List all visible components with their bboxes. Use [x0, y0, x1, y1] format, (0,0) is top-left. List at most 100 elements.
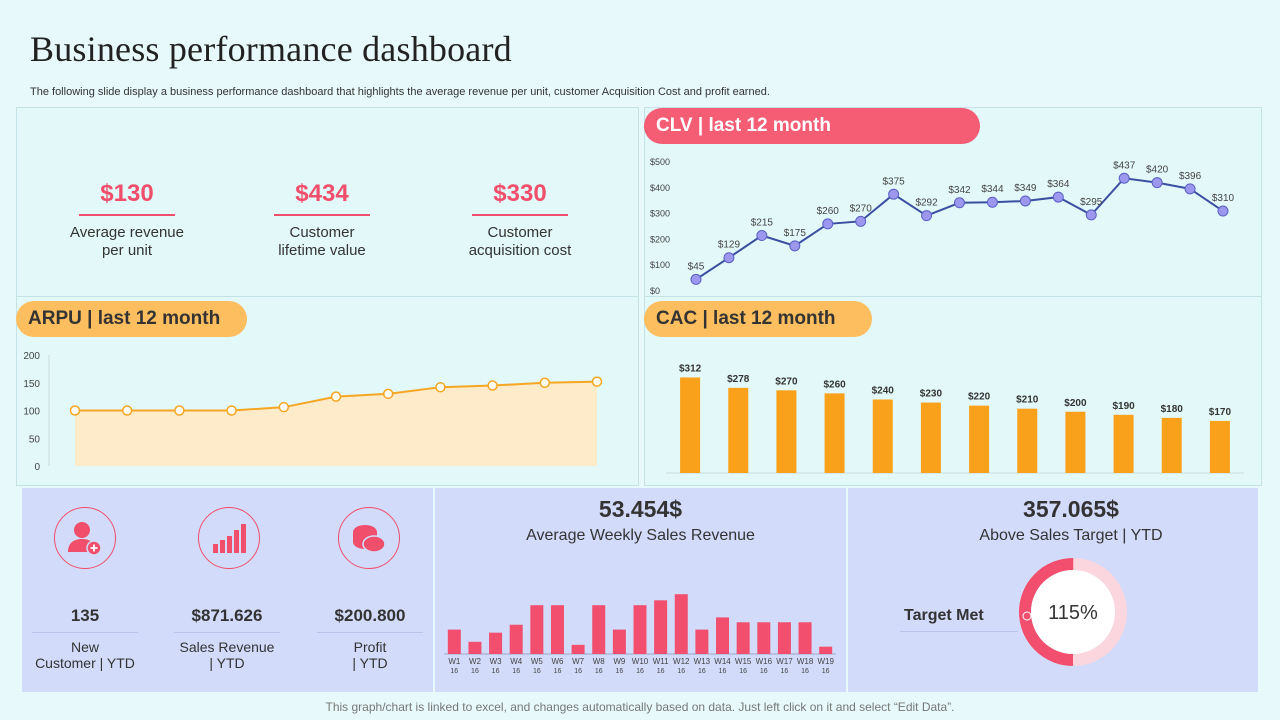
clv-y-tick: $500	[650, 157, 670, 167]
arpu-point	[278, 401, 290, 413]
weekly-x-tick-sub: 16	[471, 668, 479, 675]
kpi-value: $330	[493, 180, 547, 207]
kpi-label-line2: acquisition cost	[468, 242, 572, 259]
cac-bar	[824, 393, 845, 473]
weekly-x-tick: W8	[593, 657, 606, 666]
sales-target-value: 357.065$	[1023, 496, 1119, 522]
clv-data-label: $295	[1080, 197, 1103, 208]
arpu-point	[435, 381, 446, 393]
kpi-customer-lifetime-value: $434 Customer lifetime value	[247, 180, 397, 260]
weekly-x-tick: W6	[551, 657, 564, 666]
stat-divider	[32, 632, 138, 633]
weekly-bar	[447, 629, 461, 654]
clv-data-label: $344	[981, 184, 1004, 195]
weekly-x-tick-sub: 16	[554, 668, 562, 675]
sales-target-label: Above Sales Target | YTD	[979, 527, 1163, 544]
target-met-label: Target Met	[904, 607, 984, 624]
weekly-bar	[612, 629, 626, 654]
clv-data-label: $215	[751, 218, 774, 229]
weekly-x-tick-sub: 16	[574, 668, 582, 675]
weekly-bar	[468, 641, 482, 654]
cac-data-label: $278	[727, 374, 750, 385]
donut-marker	[1022, 611, 1032, 621]
clv-y-tick: $300	[650, 209, 670, 219]
kpi-label-line2: lifetime value	[278, 242, 366, 259]
weekly-x-tick-sub: 16	[677, 668, 685, 675]
donut-percent-label: 115%	[1048, 602, 1098, 624]
weekly-bar	[571, 644, 585, 654]
kpi-label-line1: Customer	[289, 224, 355, 241]
weekly-bar	[489, 632, 503, 654]
coins-icon	[338, 507, 400, 569]
weekly-x-tick: W15	[735, 657, 752, 666]
clv-data-label: $375	[883, 176, 906, 187]
stat-value: $200.800	[334, 606, 406, 625]
clv-data-label: $349	[1014, 183, 1037, 194]
stat-profit: $200.800 Profit | YTD	[305, 606, 435, 671]
stat-label-line1: Sales Revenue	[179, 639, 275, 655]
weekly-bar	[777, 622, 791, 654]
clv-data-label: $420	[1146, 165, 1169, 176]
clv-title-pill: CLV | last 12 month	[644, 108, 980, 144]
clv-y-tick: $100	[650, 260, 670, 270]
page-subtitle: The following slide display a business p…	[30, 86, 770, 98]
weekly-x-tick-sub: 16	[698, 668, 706, 675]
arpu-title-pill: ARPU | last 12 month	[16, 301, 247, 337]
weekly-bar	[530, 605, 544, 654]
cac-data-label: $170	[1209, 407, 1232, 418]
weekly-x-tick: W3	[490, 657, 503, 666]
stat-label-line2: | YTD	[209, 655, 245, 671]
arpu-y-tick: 50	[29, 434, 41, 445]
clv-point	[986, 196, 998, 208]
weekly-revenue-section	[435, 488, 846, 692]
weekly-x-tick: W12	[673, 657, 690, 666]
cac-data-label: $220	[968, 392, 991, 403]
cac-data-label: $312	[679, 363, 702, 374]
stat-value: $871.626	[191, 606, 263, 625]
weekly-bar	[633, 605, 647, 654]
footer-note: This graph/chart is linked to excel, and…	[325, 700, 955, 714]
kpi-value: $434	[295, 180, 349, 207]
weekly-x-tick-sub: 16	[760, 668, 768, 675]
clv-y-tick: $200	[650, 234, 670, 244]
clv-line-chart: $0 $100 $200 $300 $400 $500 $45 $129 $215 $175 $26…	[650, 157, 1235, 296]
donut-center	[1031, 570, 1115, 654]
cac-data-label: $260	[823, 379, 846, 390]
cac-data-label: $230	[920, 389, 943, 400]
weekly-x-tick-sub: 16	[822, 668, 830, 675]
cac-data-label: $210	[1016, 395, 1039, 406]
cac-bar	[776, 390, 797, 473]
weekly-bar	[592, 605, 606, 654]
clv-point	[822, 218, 834, 230]
user-add-icon	[54, 507, 116, 569]
weekly-x-tick: W11	[653, 657, 669, 666]
clv-data-label: $310	[1212, 193, 1235, 204]
weekly-x-tick-sub: 16	[636, 668, 644, 675]
arpu-point	[226, 405, 237, 416]
clv-data-label: $292	[915, 198, 938, 209]
clv-point	[690, 273, 702, 285]
kpi-underline	[79, 214, 175, 216]
kpi-label-line1: Customer	[487, 224, 553, 241]
weekly-x-tick: W7	[572, 657, 585, 666]
weekly-bar	[674, 594, 688, 654]
clv-data-label: $260	[817, 206, 840, 217]
cac-title-pill: CAC | last 12 month	[644, 301, 872, 337]
cac-data-label: $240	[872, 386, 895, 397]
weekly-bar	[550, 605, 564, 654]
clv-y-tick: $400	[650, 183, 670, 193]
weekly-x-tick-sub: 16	[450, 668, 458, 675]
stat-value: 135	[70, 606, 100, 625]
clv-data-label: $437	[1113, 160, 1136, 171]
weekly-bar	[736, 622, 750, 654]
arpu-point	[591, 376, 603, 387]
weekly-x-tick: W2	[469, 657, 482, 666]
cac-data-label: $270	[775, 376, 798, 387]
cac-data-label: $180	[1161, 404, 1184, 415]
stat-label-line2: Customer | YTD	[35, 655, 135, 671]
arpu-area-chart: 0 50 100 150 200	[23, 351, 603, 473]
weekly-revenue-label: Average Weekly Sales Revenue	[526, 527, 755, 544]
target-donut-chart: 115%	[1019, 558, 1127, 666]
clv-point	[723, 252, 735, 264]
stat-sales-revenue: $871.626 Sales Revenue | YTD	[162, 606, 292, 671]
